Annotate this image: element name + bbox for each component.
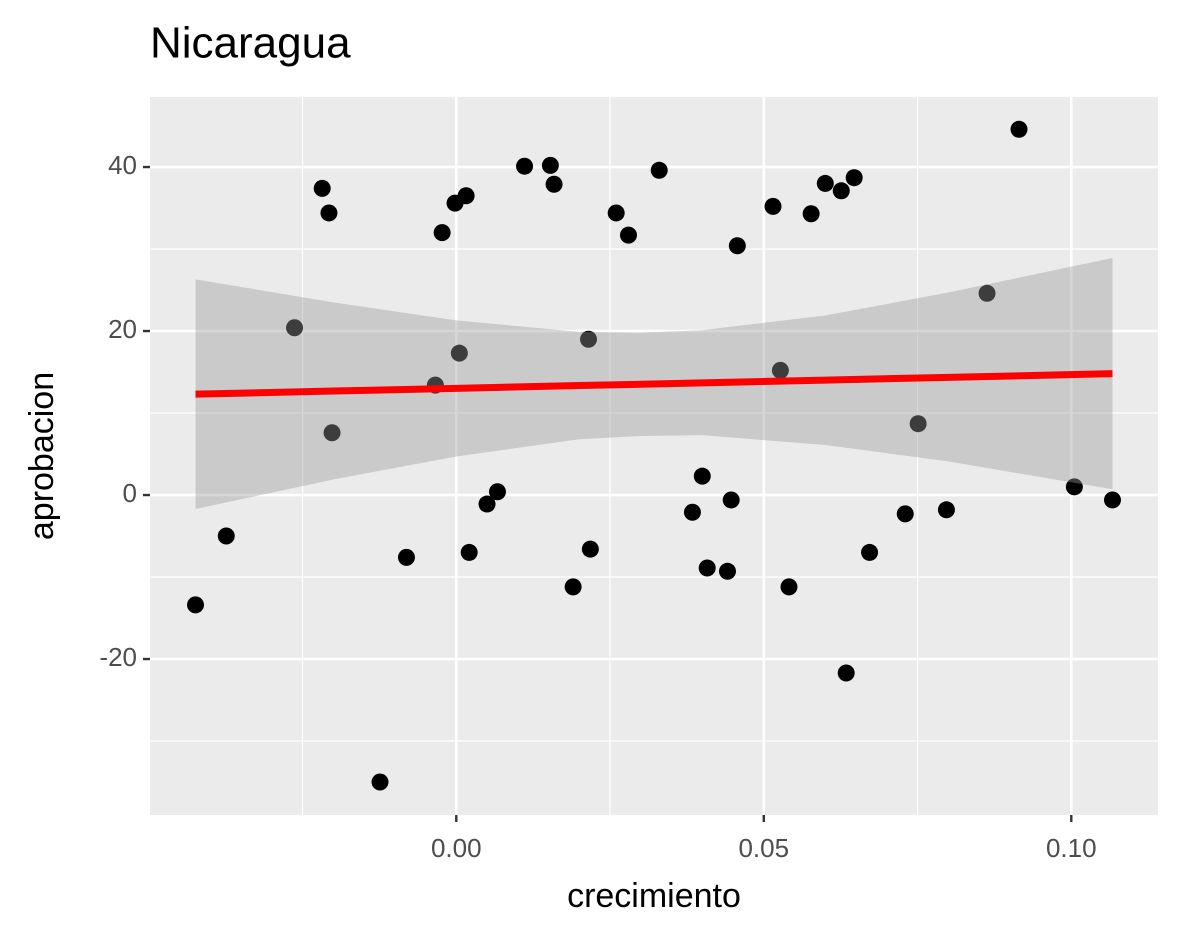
point [771, 361, 789, 379]
point [371, 773, 389, 791]
x-tick-label: 0.10 [1046, 833, 1097, 863]
fit-line [195, 370, 1113, 398]
point [516, 157, 534, 175]
point [896, 505, 914, 523]
point [488, 483, 506, 501]
point [1103, 491, 1121, 509]
panel [150, 97, 1158, 815]
point [433, 224, 451, 242]
point [718, 562, 736, 580]
point [937, 501, 955, 519]
point [816, 174, 834, 192]
point [217, 527, 235, 545]
y-axis-title: aprobacion [23, 372, 61, 540]
point [286, 319, 304, 337]
point [837, 664, 855, 682]
point [545, 175, 563, 193]
point [397, 548, 415, 566]
y-tick-label: 0 [123, 478, 137, 508]
point [1010, 120, 1028, 138]
point [478, 495, 496, 513]
point [450, 344, 468, 362]
point [581, 540, 599, 558]
point [698, 559, 716, 577]
point [580, 330, 598, 348]
point [802, 205, 820, 223]
point [323, 424, 341, 442]
point [460, 543, 478, 561]
point [313, 179, 331, 197]
x-tick-label: 0.00 [431, 833, 482, 863]
point [457, 187, 475, 205]
point [764, 197, 782, 215]
chart-title: Nicaragua [150, 19, 351, 68]
y-tick-label: 40 [108, 150, 137, 180]
point [845, 169, 863, 187]
point [607, 204, 625, 222]
point [683, 503, 701, 521]
point [693, 467, 711, 485]
point [832, 182, 850, 200]
point [728, 237, 746, 255]
point [909, 415, 927, 433]
point [541, 156, 559, 174]
point [780, 578, 798, 596]
y-tick-label: -20 [99, 642, 137, 672]
point [978, 284, 996, 302]
point [1065, 478, 1083, 496]
point [320, 204, 338, 222]
x-tick-label: 0.05 [738, 833, 789, 863]
point [650, 161, 668, 179]
y-tick-label: 20 [108, 314, 137, 344]
point [722, 491, 740, 509]
point [187, 596, 205, 614]
point [619, 226, 637, 244]
point [861, 543, 879, 561]
point [564, 578, 582, 596]
x-axis-title: crecimiento [567, 877, 741, 915]
